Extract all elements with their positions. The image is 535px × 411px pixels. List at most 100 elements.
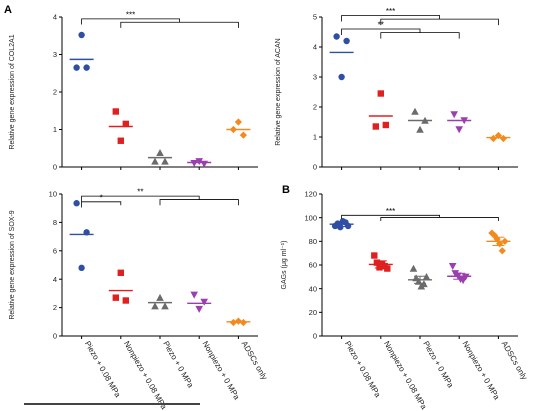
data-point [489,134,497,143]
significance-bracket [81,18,180,25]
y-tick-label: 2 [53,303,57,312]
data-point [422,273,431,281]
y-tick-label: 5 [313,13,317,22]
data-point [156,148,164,156]
data-point [498,247,506,255]
y-axis-label: Relative gene expression of COL2A1 [9,34,16,149]
y-tick-label: 100 [304,213,317,222]
y-tick-label: 0 [53,332,57,341]
significance-bracket [341,15,440,22]
data-point [156,293,164,301]
y-tick-label: 0 [313,332,317,341]
data-point [161,157,169,165]
y-axis-label: Relative gene expression of SOX-9 [9,210,16,319]
y-tick-label: 40 [309,284,317,293]
data-point [78,264,85,272]
data-point [200,298,208,306]
y-tick-label: 60 [309,261,317,270]
y-tick-label: 10 [49,190,57,199]
significance-bracket [81,201,122,208]
x-category-label: Piezo + 0.08 MPa [343,340,383,400]
significance-bracket [81,195,200,202]
chart-col2a1: A 0 1 2 3 4 Relative gene expression of COL2A1… [4,4,258,172]
significance-subbracket [380,18,499,26]
data-point [78,31,85,39]
y-tick-label: 80 [309,237,317,246]
data-point [73,200,80,207]
data-point [377,90,384,97]
panel-letter: B [282,184,290,196]
data-point [151,157,159,165]
data-point [239,131,247,139]
data-point [494,131,502,140]
data-point [493,235,501,243]
data-point [190,291,198,299]
y-tick-label: 3 [313,73,317,82]
x-category-label: Piezo + 0 MPa [161,340,195,390]
y-tick-label: 4 [53,13,57,22]
significance-label: ** [378,21,384,30]
y-tick-label: 0 [53,163,57,172]
significance-subbracket [159,199,239,206]
x-category-label: Piezo + 0 MPa [421,340,455,390]
y-tick-label: 0 [313,163,317,172]
data-point [333,33,340,40]
panel-letter: A [4,4,12,16]
y-tick-label: 1 [313,133,317,142]
chart-acan: 0 1 2 3 4 5 Relative gene expression of ACAN **… [275,7,518,172]
y-axis-label: Relative gene expression of ACAN [275,38,282,145]
data-point [83,64,90,71]
data-point [195,305,203,313]
data-point [161,302,169,310]
y-tick-label: 4 [313,43,317,52]
y-tick-label: 8 [53,218,57,227]
x-category-label: Nonpiezo + 0.08 MPa [122,340,169,411]
y-axis-label: GAGs (μg ml⁻¹) [281,241,288,290]
data-point [229,318,237,327]
data-point [416,125,424,133]
data-point [122,120,129,128]
x-category-label: Nonpiezo + 0 MPa [460,340,501,402]
data-point [195,158,203,166]
y-tick-label: 2 [53,88,57,97]
x-category-label: ADSCs only [500,340,529,382]
y-tick-label: 4 [53,275,57,284]
data-point [376,264,383,271]
significance-subbracket [120,21,239,28]
chart-gags: B 0 20 40 60 80 100 120 GAGs (μg ml⁻¹) Piezo + 0.… [281,184,529,411]
x-category-label: Nonpiezo + 0.08 MPa [382,340,429,411]
data-point [239,318,247,327]
data-point [112,108,119,115]
y-tick-label: 2 [313,103,317,112]
data-point [373,259,381,266]
y-tick-label: 120 [304,190,317,199]
data-point [117,137,124,144]
y-tick-label: 3 [53,50,57,59]
data-point [117,269,124,277]
y-tick-label: 20 [309,308,317,317]
data-point [455,126,463,134]
data-point [461,273,470,281]
x-category-label: Piezo + 0.08 MPa [83,340,123,400]
data-point [343,37,350,45]
significance-label: * [100,193,103,202]
data-point [409,264,418,272]
data-point [112,294,119,301]
data-point [122,297,129,304]
data-point [411,107,419,115]
data-point [372,123,379,130]
data-point [382,121,389,129]
y-tick-label: 6 [53,246,57,255]
data-point [234,317,242,325]
data-point [384,265,391,272]
significance-label: *** [386,7,395,16]
data-point [450,111,458,119]
significance-bracket [341,214,440,219]
significance-label: *** [386,207,395,216]
significance-label: ** [137,188,143,197]
data-point [337,223,344,231]
data-point [190,160,198,168]
significance-label: *** [126,10,135,19]
data-point [338,73,345,81]
